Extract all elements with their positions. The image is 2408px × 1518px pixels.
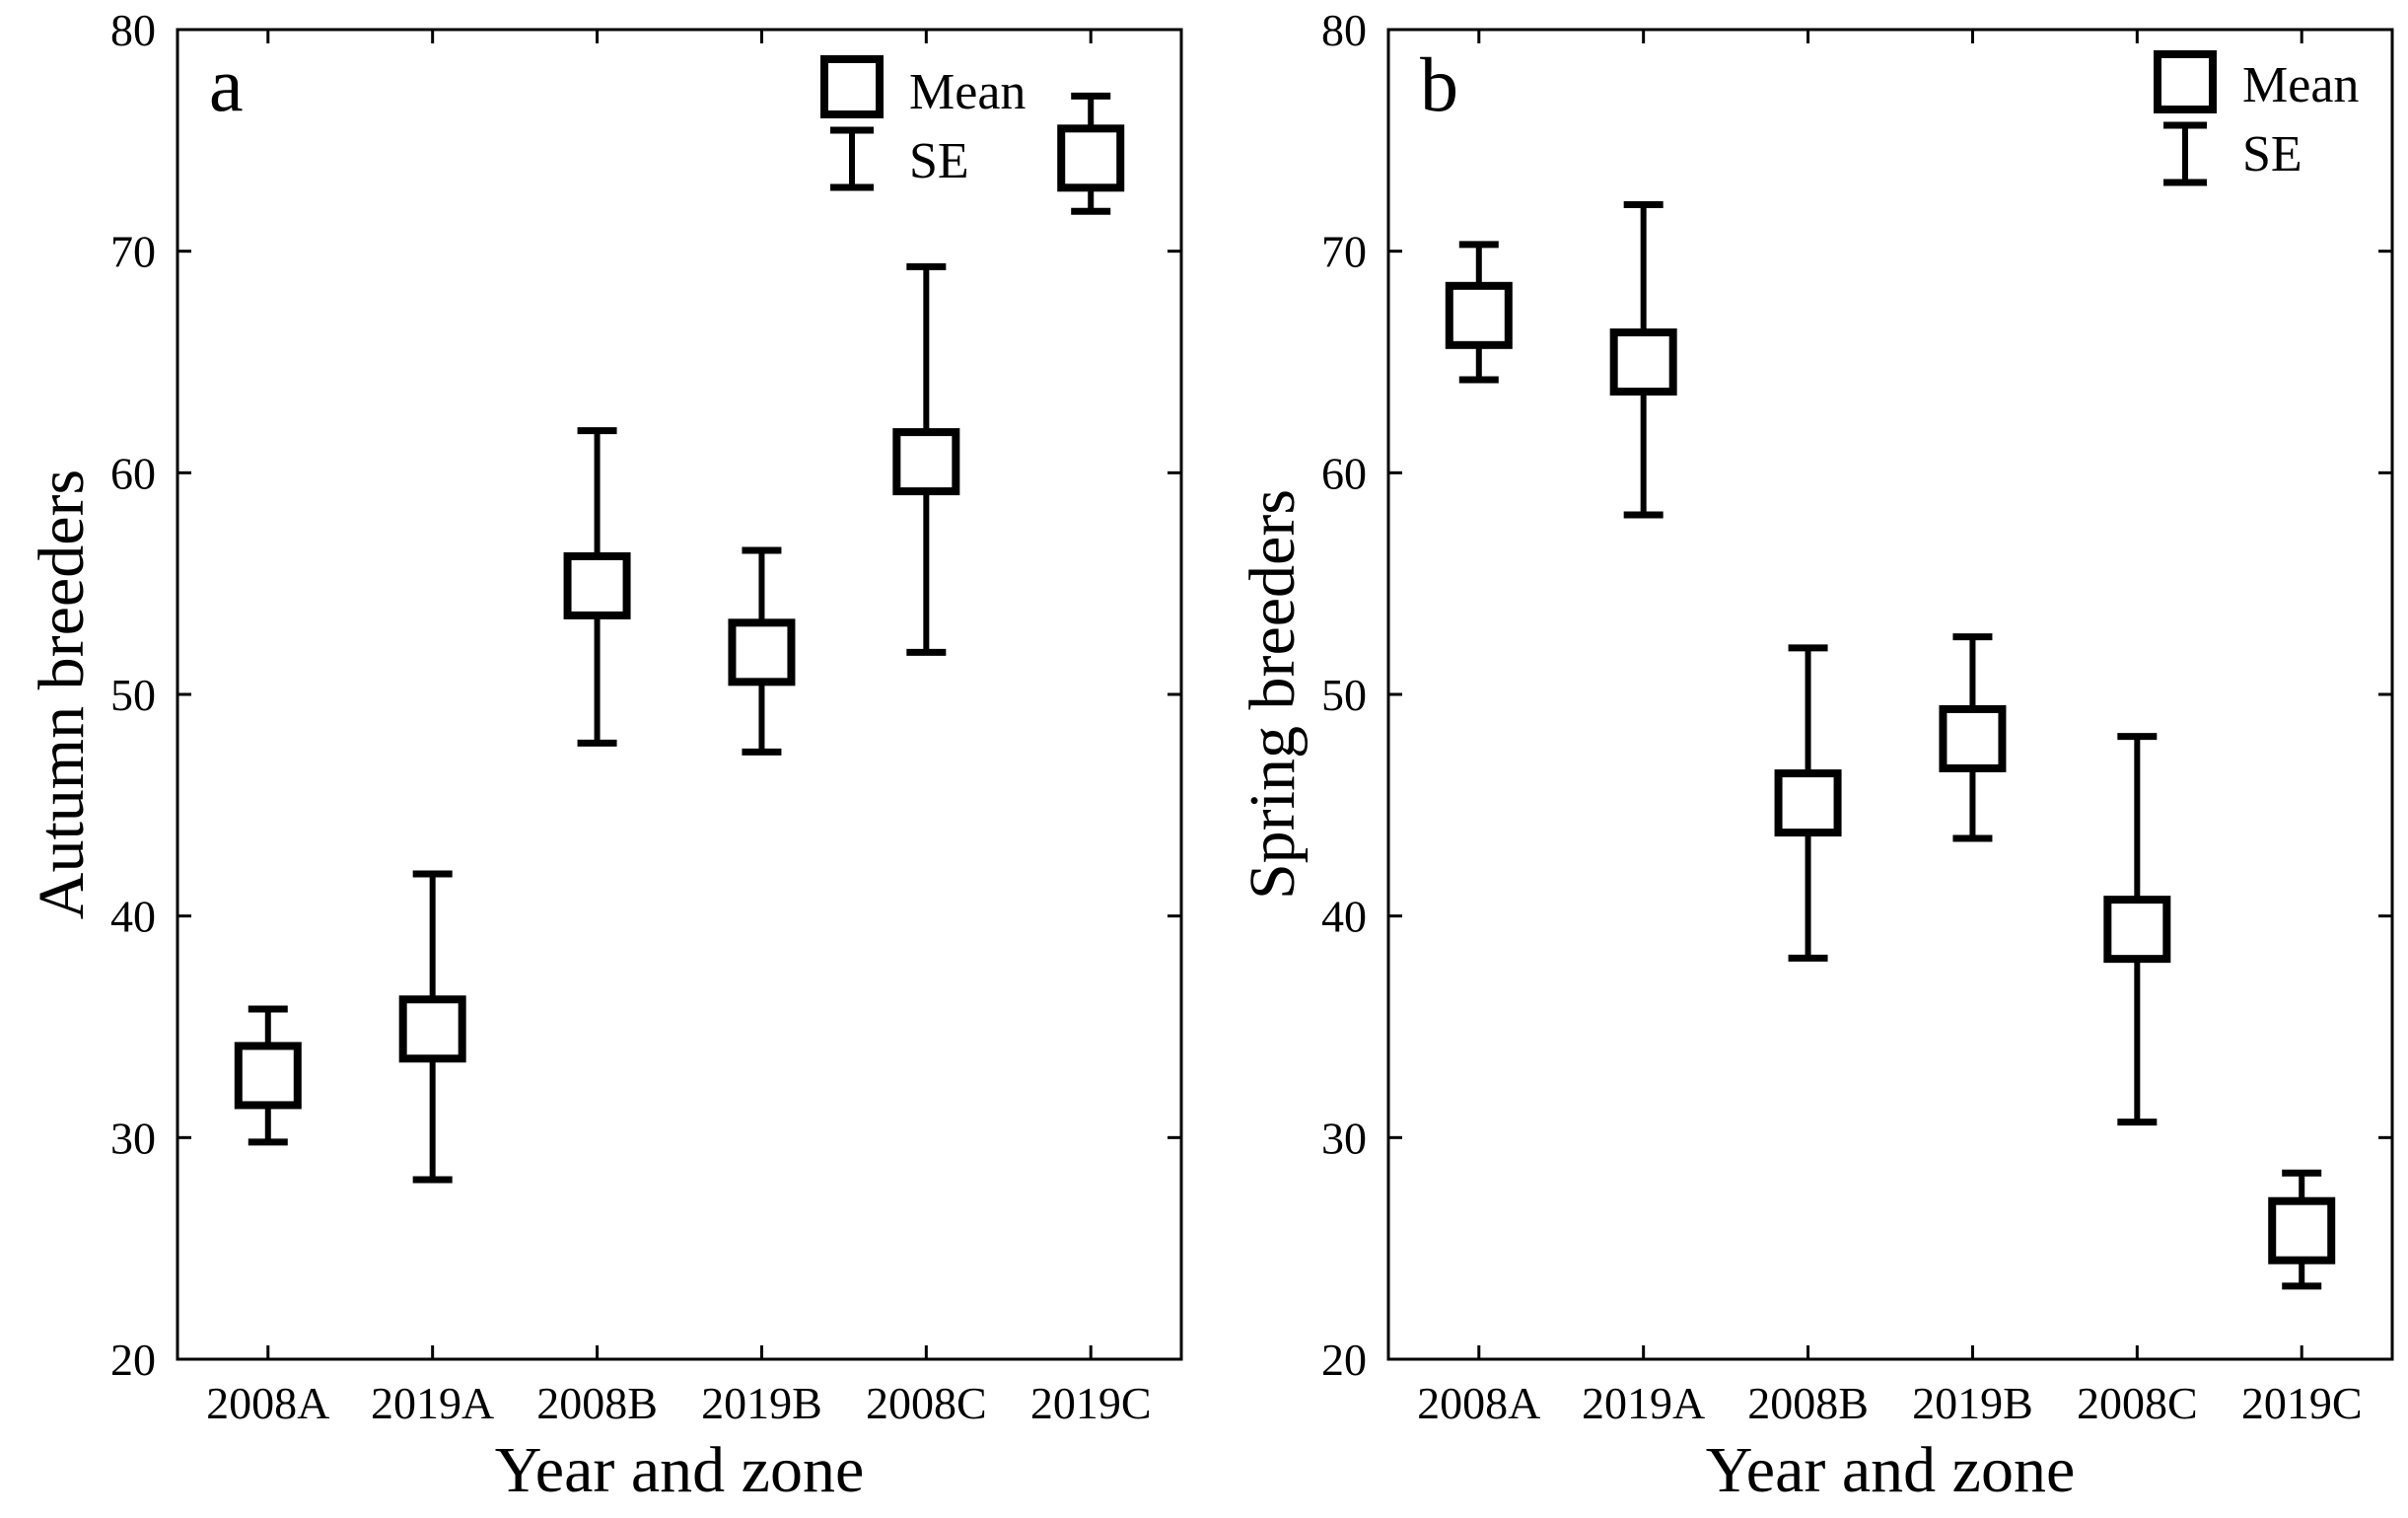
- y-tick-label: 70: [110, 227, 156, 277]
- legend-se-label: SE: [909, 133, 969, 189]
- x-axis-title: Year and zone: [1706, 1434, 2076, 1506]
- panel-b: 20 30 40 50 60 70 80 2008A 2019A 2008B 2019B 2008C 2…: [1237, 5, 2394, 1506]
- y-axis-title: Autumn breeders: [26, 470, 98, 919]
- x-tick-label: 2019B: [1912, 1378, 2033, 1428]
- y-tick-label: 30: [110, 1113, 156, 1163]
- data-point-2008B: [1774, 644, 1842, 962]
- data-point-2019B: [728, 546, 796, 756]
- mean-marker: [1774, 769, 1842, 837]
- y-tick-label: 50: [1321, 670, 1367, 720]
- mean-marker: [398, 995, 466, 1063]
- y-tick-label: 60: [1321, 448, 1367, 498]
- data-point-2008B: [563, 427, 631, 747]
- legend-mean-label: Mean: [2242, 57, 2359, 113]
- x-tick-label: 2019A: [1582, 1378, 1705, 1428]
- y-tick-label: 20: [1321, 1335, 1367, 1385]
- mean-marker: [1057, 124, 1125, 192]
- data-point-2008C: [2103, 733, 2171, 1126]
- legend-mean-swatch: [820, 55, 884, 118]
- legend: Mean SE: [2154, 50, 2359, 186]
- panel-a: 20 30 40 50 60 70 80 2008A 2019A 2008B 2019B 2008C 2…: [26, 5, 1183, 1506]
- y-tick-label: 20: [110, 1335, 156, 1385]
- mean-marker: [234, 1042, 302, 1110]
- y-tick-label: 30: [1321, 1113, 1367, 1163]
- y-tick-label: 80: [1321, 5, 1367, 55]
- mean-marker: [1609, 328, 1677, 396]
- y-tick-label: 40: [1321, 892, 1367, 942]
- x-tick-label: 2008C: [866, 1378, 987, 1428]
- plot-frame: [176, 28, 1183, 1361]
- mean-marker: [728, 618, 796, 687]
- data-point-2019A: [398, 870, 466, 1184]
- mean-marker: [1445, 281, 1513, 349]
- y-tick-label: 40: [110, 892, 156, 942]
- legend: Mean SE: [820, 55, 1026, 191]
- x-tick-label: 2019B: [701, 1378, 822, 1428]
- panel-letter: a: [209, 41, 244, 127]
- data-point-2019C: [2268, 1169, 2336, 1290]
- panel-letter: b: [1420, 41, 1458, 127]
- x-tick-label: 2019C: [1030, 1378, 1152, 1428]
- data-point-2019B: [1939, 633, 2007, 842]
- x-tick-label: 2019A: [371, 1378, 494, 1428]
- x-tick-label: 2008B: [536, 1378, 658, 1428]
- x-axis-title: Year and zone: [495, 1434, 865, 1506]
- mean-marker: [2103, 896, 2171, 964]
- data-point-2019A: [1609, 200, 1677, 519]
- y-tick-label: 80: [110, 5, 156, 55]
- y-tick-label: 50: [110, 670, 156, 720]
- x-tick-label: 2008B: [1747, 1378, 1869, 1428]
- legend-se-label: SE: [2242, 126, 2302, 182]
- data-point-2008A: [1445, 241, 1513, 384]
- mean-marker: [2268, 1196, 2336, 1265]
- y-axis-title: Spring breeders: [1237, 489, 1309, 900]
- plot-frame: [1386, 28, 2394, 1361]
- legend-mean-label: Mean: [909, 64, 1026, 120]
- data-point-2019C: [1057, 92, 1125, 215]
- x-tick-label: 2019C: [2241, 1378, 2363, 1428]
- x-tick-label: 2008A: [206, 1378, 329, 1428]
- y-tick-label: 60: [110, 448, 156, 498]
- x-tick-label: 2008C: [2077, 1378, 2198, 1428]
- x-tick-label: 2008A: [1417, 1378, 1540, 1428]
- data-point-2008A: [234, 1005, 302, 1146]
- legend-mean-swatch: [2154, 50, 2217, 113]
- mean-marker: [1939, 704, 2007, 772]
- y-tick-label: 70: [1321, 227, 1367, 277]
- mean-marker: [892, 428, 960, 496]
- mean-marker: [563, 551, 631, 619]
- data-point-2008C: [892, 262, 960, 656]
